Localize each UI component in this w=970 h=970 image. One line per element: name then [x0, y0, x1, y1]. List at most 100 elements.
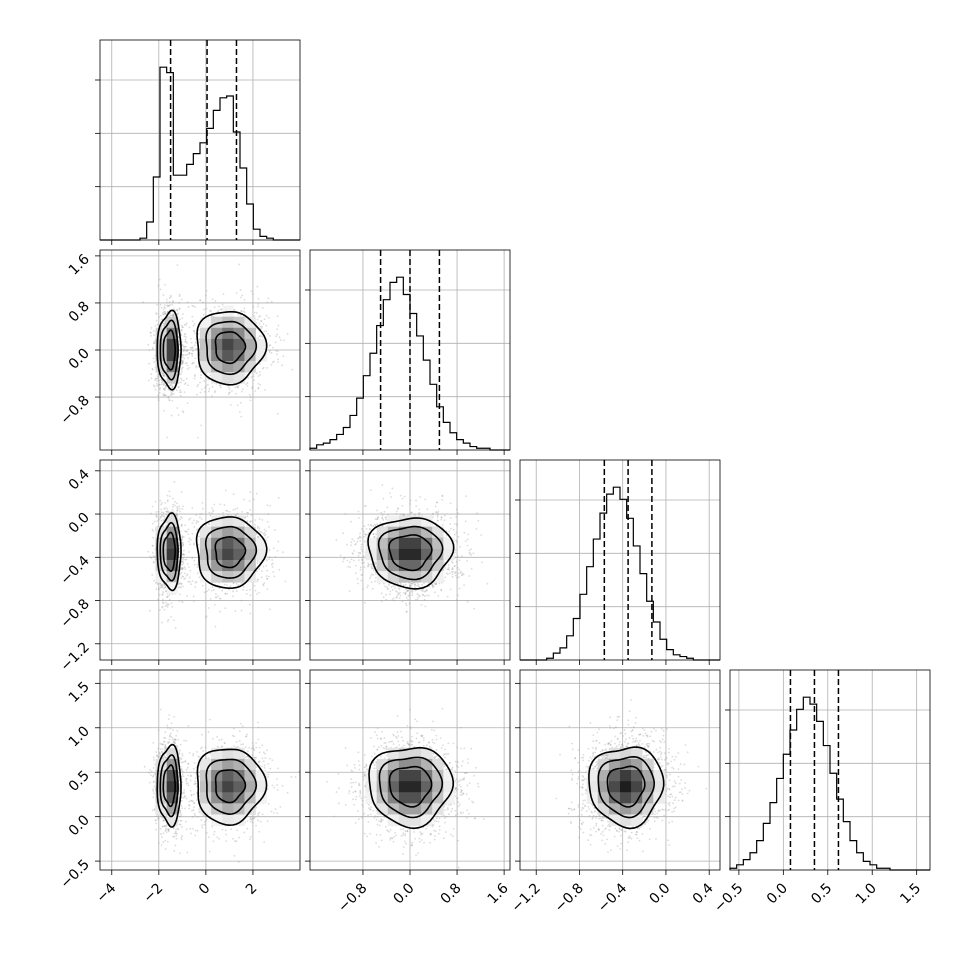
sample-point	[157, 375, 160, 378]
sample-point	[165, 394, 167, 397]
sample-point	[257, 560, 259, 563]
sample-point	[195, 364, 198, 367]
sample-point	[203, 591, 206, 594]
sample-point	[163, 310, 165, 313]
sample-point	[172, 390, 174, 393]
sample-point	[380, 600, 383, 603]
sample-point	[229, 585, 232, 588]
sample-point	[245, 593, 248, 595]
sample-point	[222, 293, 225, 295]
sample-point	[266, 569, 269, 572]
sample-point	[162, 311, 164, 314]
sample-point	[166, 500, 169, 503]
sample-point	[164, 283, 167, 286]
sample-point	[199, 391, 202, 394]
sample-point	[153, 361, 155, 363]
sample-point	[180, 538, 183, 541]
sample-point	[189, 517, 192, 520]
sample-point	[274, 341, 277, 344]
sample-point	[152, 342, 155, 345]
sample-point	[214, 390, 217, 392]
density-cell	[233, 361, 245, 373]
sample-point	[179, 377, 182, 380]
sample-point	[401, 600, 404, 603]
sample-point	[190, 347, 193, 350]
sample-point	[152, 561, 155, 564]
sample-point	[239, 289, 242, 291]
sample-point	[464, 540, 467, 543]
sample-point	[160, 306, 163, 309]
sample-point	[197, 521, 200, 523]
histogram-step	[729, 696, 930, 871]
sample-point	[169, 314, 172, 317]
sample-point	[254, 390, 257, 392]
sample-point	[182, 541, 184, 544]
sample-point	[179, 516, 182, 519]
sample-point	[274, 556, 277, 558]
sample-point	[158, 588, 160, 591]
sample-point	[396, 591, 399, 593]
sample-point	[382, 518, 385, 521]
sample-point	[169, 294, 172, 297]
sample-point	[188, 537, 191, 540]
sample-point	[267, 333, 269, 335]
sample-point	[178, 353, 181, 356]
sample-point	[257, 578, 259, 581]
sample-point	[164, 387, 166, 390]
sample-point	[174, 504, 176, 507]
density-cell	[166, 316, 179, 329]
sample-point	[232, 582, 235, 585]
density-cell	[200, 526, 212, 539]
sample-point	[438, 582, 441, 585]
sample-point	[261, 336, 264, 339]
sample-point	[206, 383, 209, 386]
sample-point	[180, 586, 182, 589]
sample-point	[168, 399, 171, 401]
sample-point	[178, 349, 181, 352]
sample-point	[214, 300, 217, 303]
sample-point	[180, 582, 183, 585]
sample-point	[163, 374, 166, 376]
sample-point	[242, 310, 245, 312]
sample-point	[183, 383, 186, 386]
sample-point	[283, 339, 285, 342]
sample-point	[164, 394, 167, 397]
sample-point	[167, 388, 170, 391]
density-cell	[222, 548, 234, 561]
sample-point	[165, 385, 167, 387]
y-tick-label: −0.8	[57, 596, 92, 631]
sample-point	[240, 296, 242, 299]
sample-point	[247, 377, 250, 379]
sample-point	[240, 415, 243, 418]
sample-point	[181, 326, 184, 329]
sample-point	[454, 556, 457, 559]
sample-point	[228, 392, 230, 394]
sample-point	[198, 576, 201, 579]
sample-point	[157, 394, 159, 397]
sample-point	[265, 330, 268, 333]
sample-point	[142, 301, 145, 304]
sample-point	[166, 304, 169, 307]
sample-point	[199, 299, 202, 302]
sample-point	[257, 305, 259, 308]
sample-point	[163, 388, 165, 391]
sample-point	[180, 378, 183, 381]
sample-point	[183, 345, 185, 348]
sample-point	[176, 308, 178, 311]
sample-point	[414, 589, 417, 592]
sample-point	[241, 511, 243, 513]
sample-point	[153, 334, 155, 337]
sample-point	[249, 508, 252, 511]
sample-point	[191, 580, 194, 583]
sample-point	[267, 558, 270, 561]
sample-point	[241, 294, 244, 297]
sample-point	[152, 561, 155, 563]
sample-point	[163, 507, 166, 510]
sample-point	[243, 298, 246, 301]
sample-point	[184, 524, 187, 527]
sample-point	[263, 318, 266, 321]
sample-point	[481, 561, 483, 564]
sample-point	[180, 298, 183, 301]
x-tick-label: 0.5	[808, 880, 835, 907]
sample-point	[193, 542, 196, 545]
